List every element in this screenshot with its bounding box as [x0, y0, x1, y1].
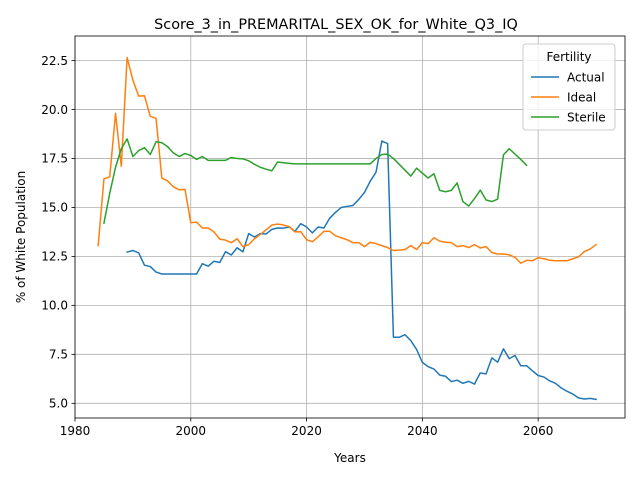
legend-box	[522, 43, 616, 131]
y-tick-label: 15.0	[41, 201, 68, 215]
y-tick-label: 10.0	[41, 299, 68, 313]
legend-label-sterile: Sterile	[567, 110, 606, 124]
series-line-sterile	[103, 138, 528, 224]
legend: Fertility Actual Ideal Sterile	[522, 43, 616, 131]
legend-title: Fertility	[546, 50, 591, 64]
chart-title: Score_3_in_PREMARITAL_SEX_OK_for_White_Q…	[154, 17, 518, 33]
series-line-ideal	[97, 56, 598, 264]
x-tick-label: 2040	[407, 424, 438, 438]
y-axis-ticks: 5.0 7.5 10.0 12.5 15.0 17.5 20.0 22.5	[41, 54, 75, 411]
legend-label-actual: Actual	[567, 70, 605, 84]
y-tick-label: 22.5	[41, 54, 68, 68]
y-tick-label: 7.5	[49, 348, 68, 362]
x-tick-label: 1980	[60, 424, 91, 438]
y-tick-label: 17.5	[41, 152, 68, 166]
series-lines	[97, 56, 598, 401]
plot-frame	[74, 35, 626, 419]
series-line-actual	[126, 140, 597, 401]
y-tick-label: 12.5	[41, 250, 68, 264]
y-tick-label: 5.0	[49, 397, 68, 411]
x-tick-label: 2020	[291, 424, 322, 438]
x-tick-label: 2060	[523, 424, 554, 438]
x-axis-ticks: 1980 2000 2020 2040 2060	[60, 418, 554, 438]
legend-label-ideal: Ideal	[567, 90, 596, 104]
x-axis-label: Years	[333, 451, 366, 465]
y-tick-label: 20.0	[41, 103, 68, 117]
y-axis-label: % of White Population	[14, 171, 28, 303]
x-tick-label: 2000	[176, 424, 207, 438]
